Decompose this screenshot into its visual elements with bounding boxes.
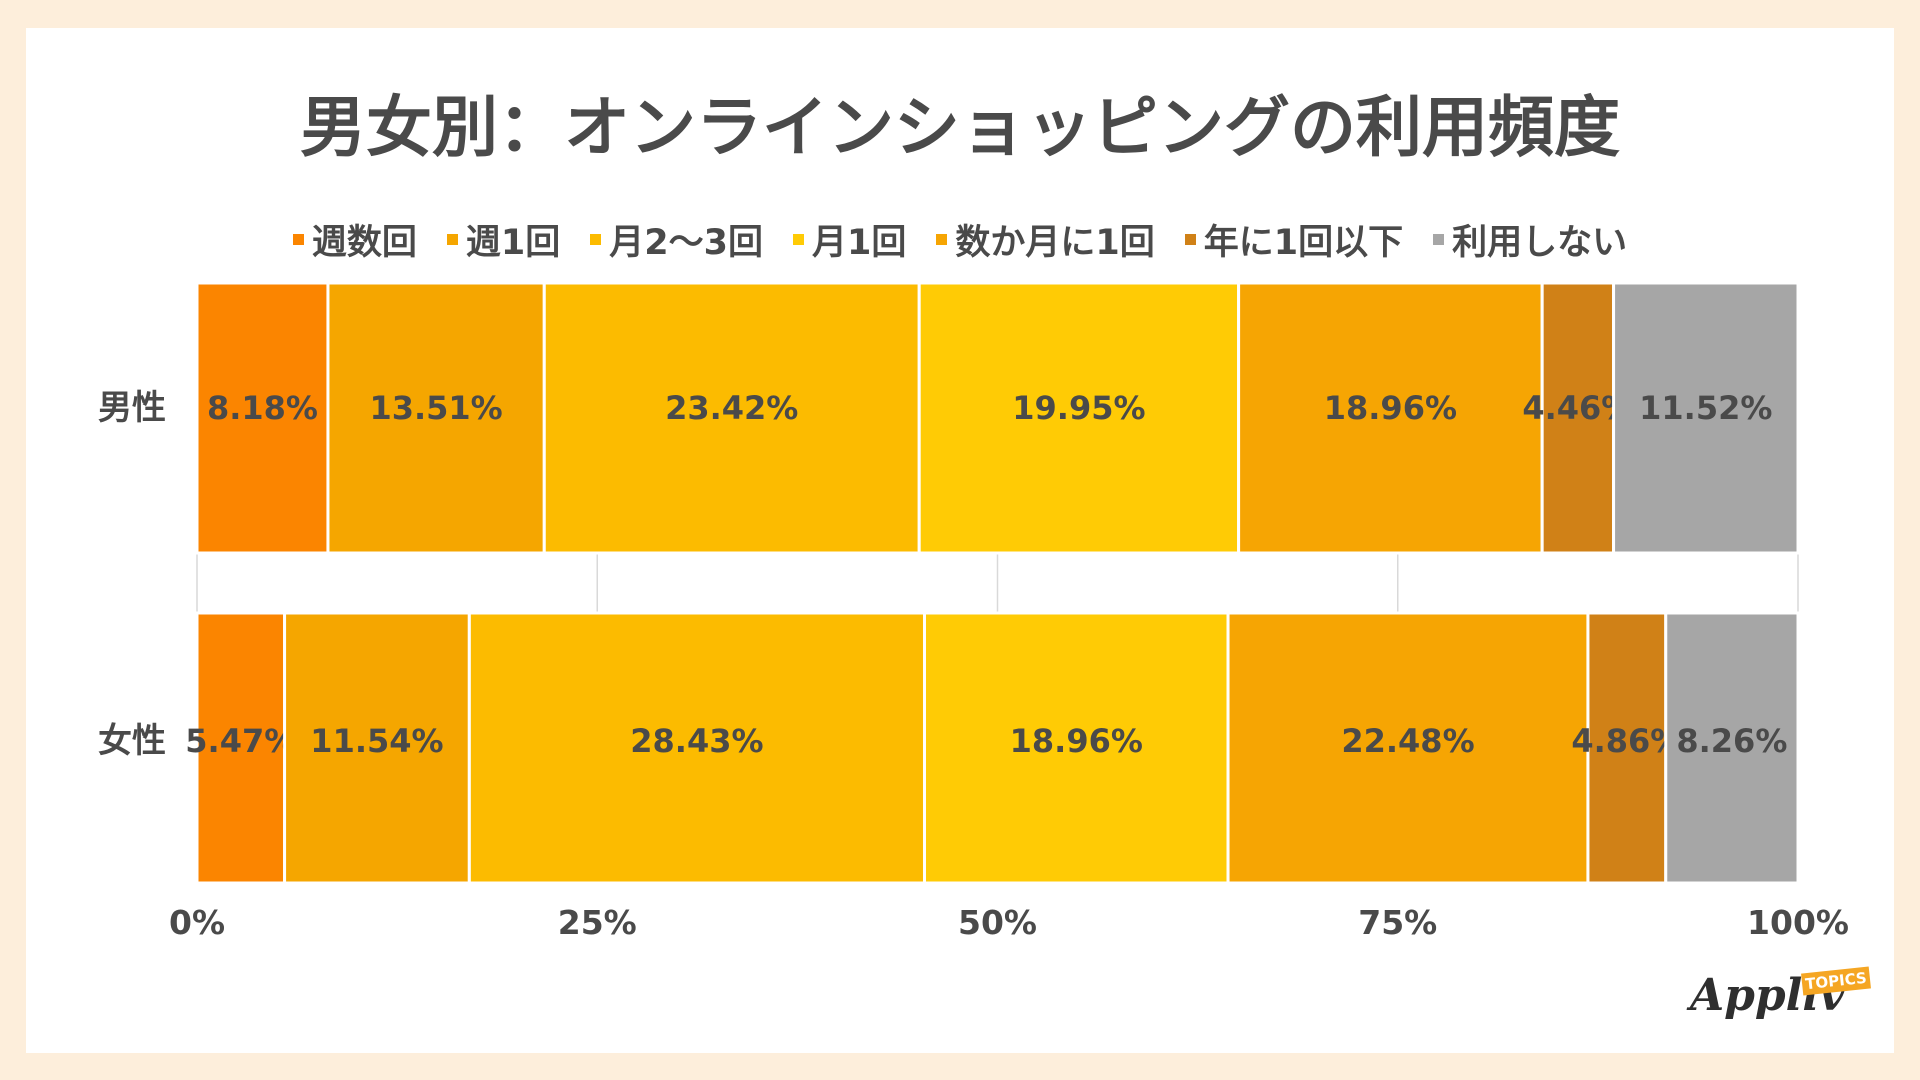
bar-segment-1-3 <box>922 611 1230 885</box>
x-tick-label-2: 50% <box>958 903 1037 942</box>
bar-segment-0-4 <box>1237 281 1544 555</box>
data-label-1-3: 18.96% <box>1010 722 1143 760</box>
legend-swatch-5 <box>1184 234 1196 245</box>
bar-segment-1-6 <box>1664 611 1800 885</box>
legend-item-4: 数か月に1回 <box>936 214 1155 265</box>
x-tick-label-0: 0% <box>169 903 225 942</box>
legend-label-0: 週数回 <box>311 223 417 263</box>
legend-item-3: 月1回 <box>793 214 906 265</box>
legend-swatch-6 <box>1433 234 1445 245</box>
bar-segment-1-5 <box>1586 611 1668 885</box>
x-tick-label-4: 100% <box>1747 903 1849 942</box>
legend-item-5: 年に1回以下 <box>1184 214 1404 265</box>
data-label-0-6: 11.52% <box>1639 389 1772 427</box>
bar-segment-0-1 <box>326 281 546 555</box>
legend-swatch-1 <box>446 234 458 245</box>
bar-segment-0-3 <box>917 281 1241 555</box>
legend-swatch-0 <box>292 234 304 245</box>
legend-label-1: 週1回 <box>465 223 561 263</box>
data-label-1-5: 4.86% <box>1571 722 1682 760</box>
data-label-1-4: 22.48% <box>1341 722 1474 760</box>
data-label-1-0: 5.47% <box>185 722 296 760</box>
data-label-0-4: 18.96% <box>1324 389 1457 427</box>
bar-segment-1-4 <box>1226 611 1590 885</box>
data-label-1-1: 11.54% <box>310 722 443 760</box>
bar-segment-1-2 <box>467 611 926 885</box>
legend-label-6: 利用しない <box>1452 223 1628 263</box>
legend-label-2: 月2〜3回 <box>609 223 763 263</box>
legend-label-4: 数か月に1回 <box>955 223 1155 263</box>
legend-swatch-2 <box>590 234 602 245</box>
legend-item-1: 週1回 <box>446 214 561 265</box>
data-label-0-1: 13.51% <box>369 389 502 427</box>
data-label-1-6: 8.26% <box>1676 722 1787 760</box>
category-label-1: 女性 <box>98 721 166 761</box>
bar-segment-0-5 <box>1540 281 1616 555</box>
bar-segment-0-6 <box>1612 281 1800 555</box>
legend-item-2: 月2〜3回 <box>590 214 763 265</box>
category-label-0: 男性 <box>98 388 166 428</box>
legend-swatch-4 <box>936 234 948 245</box>
legend-item-6: 利用しない <box>1433 214 1627 265</box>
legend-label-5: 年に1回以下 <box>1203 223 1404 263</box>
legend: 週数回 週1回 月2〜3回 月1回 数か月に1回 年に1回以下 利用しない <box>0 214 1920 265</box>
data-label-0-3: 19.95% <box>1012 389 1145 427</box>
legend-label-3: 月1回 <box>812 223 907 263</box>
bar-segment-0-2 <box>542 281 921 555</box>
data-label-0-0: 8.18% <box>207 389 318 427</box>
x-tick-label-3: 75% <box>1358 903 1437 942</box>
chart-title: 男女別：オンラインショッピングの利用頻度 <box>300 89 1620 166</box>
x-tick-label-1: 25% <box>558 903 637 942</box>
data-label-1-2: 28.43% <box>630 722 763 760</box>
legend-swatch-3 <box>793 234 804 245</box>
bar-segment-1-1 <box>283 611 471 885</box>
data-label-0-2: 23.42% <box>665 389 798 427</box>
legend-item-0: 週数回 <box>292 214 417 265</box>
